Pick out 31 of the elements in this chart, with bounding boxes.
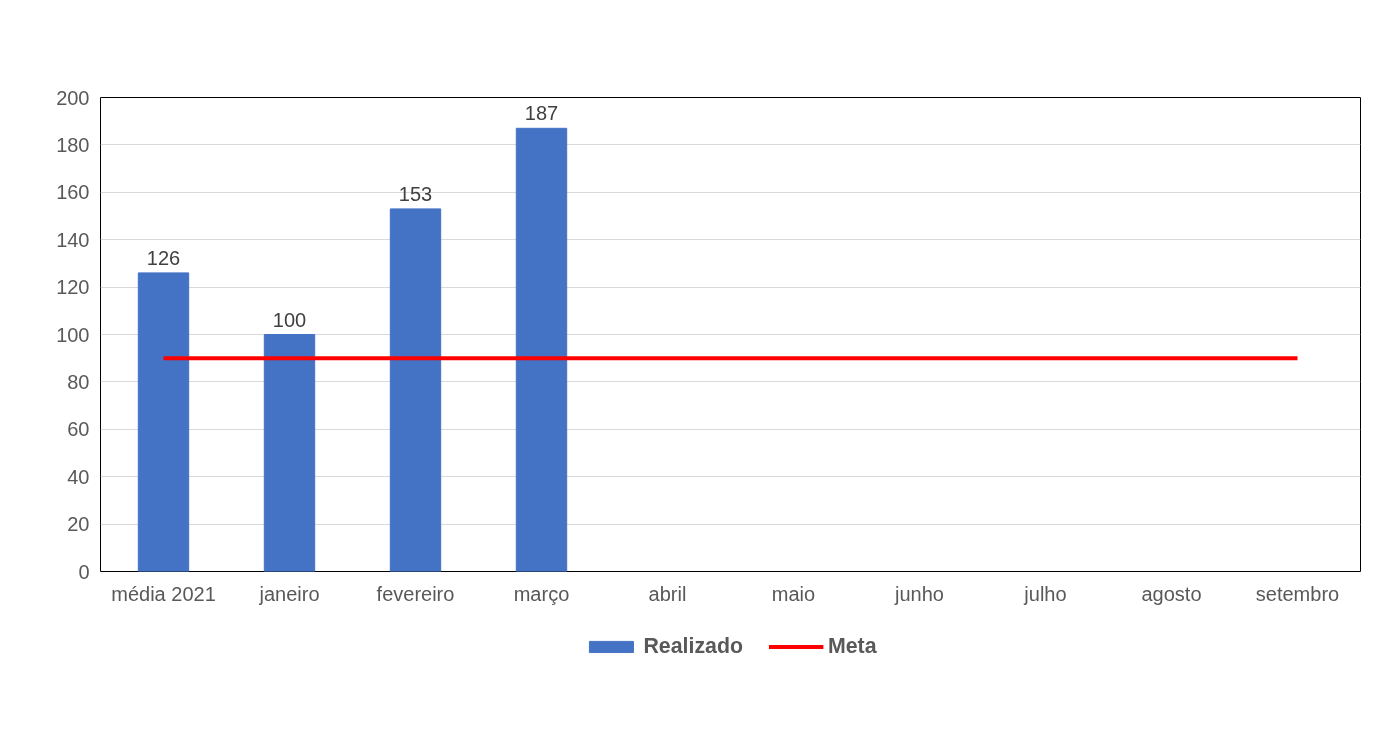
bar	[515, 127, 568, 572]
bar	[263, 334, 316, 572]
y-tick-label: 180	[56, 133, 90, 156]
x-tick-label: julho	[1023, 582, 1067, 605]
x-tick-label: fevereiro	[376, 582, 455, 605]
bar	[137, 272, 190, 572]
y-tick-label: 120	[56, 276, 90, 299]
data-label: 153	[398, 182, 433, 205]
y-tick-label: 200	[56, 86, 90, 109]
x-tick-label: junho	[894, 582, 944, 605]
x-tick-label: média 2021	[111, 582, 216, 605]
legend-label: Realizado	[643, 633, 743, 659]
bar	[389, 208, 442, 572]
x-tick-label: agosto	[1141, 582, 1202, 605]
y-tick-label: 80	[67, 370, 90, 393]
data-label: 126	[146, 246, 181, 269]
y-tick-label: 20	[67, 513, 90, 536]
x-tick-label: maio	[771, 582, 816, 605]
legend-label: Meta	[827, 633, 877, 659]
y-tick-label: 0	[78, 560, 90, 583]
y-tick-label: 160	[56, 181, 90, 204]
y-tick-label: 40	[67, 465, 90, 488]
y-tick-label: 100	[56, 323, 90, 346]
y-tick-label: 60	[67, 418, 90, 441]
x-tick-label: abril	[648, 582, 687, 605]
x-tick-label: março	[513, 582, 570, 605]
x-tick-label: janeiro	[258, 582, 320, 605]
data-label: 100	[272, 308, 307, 331]
x-tick-label: setembro	[1255, 582, 1340, 605]
data-label: 187	[524, 102, 559, 125]
y-tick-label: 140	[56, 228, 90, 251]
